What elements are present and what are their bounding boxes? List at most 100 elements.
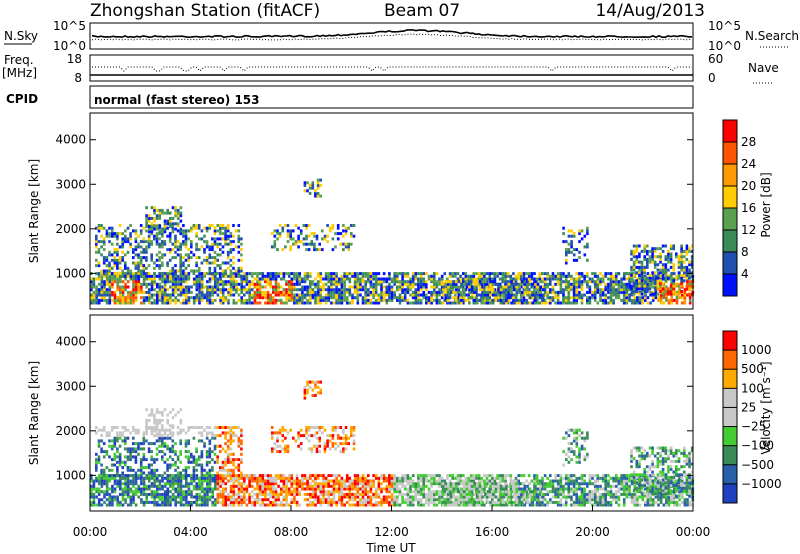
range-cell	[543, 272, 547, 276]
range-cell	[274, 272, 278, 276]
range-cell	[163, 242, 167, 246]
range-cell	[171, 206, 175, 210]
range-cell	[667, 290, 670, 293]
range-cell	[303, 482, 307, 486]
range-cell	[142, 280, 146, 284]
range-cell	[322, 479, 325, 483]
range-cell	[276, 229, 279, 233]
range-cell	[454, 290, 457, 294]
range-cell	[129, 224, 132, 227]
range-cell	[580, 298, 584, 302]
range-cell	[607, 301, 610, 305]
range-cell	[353, 272, 357, 276]
range-cell	[319, 288, 323, 292]
range-cell	[685, 249, 689, 253]
range-cell	[630, 301, 634, 305]
range-cell	[285, 479, 288, 483]
range-cell	[200, 282, 204, 286]
range-cell	[174, 274, 177, 278]
range-cell	[356, 500, 360, 504]
range-cell	[396, 476, 399, 480]
range-cell	[411, 474, 415, 478]
range-cell	[169, 482, 172, 486]
range-cell	[488, 492, 491, 496]
range-cell	[274, 498, 278, 502]
range-cell	[261, 487, 265, 491]
range-cell	[565, 240, 568, 244]
range-cell	[578, 250, 581, 254]
range-cell	[559, 274, 563, 278]
range-cell	[105, 234, 109, 238]
range-cell	[134, 296, 138, 300]
range-cell	[504, 474, 507, 478]
range-cell	[245, 290, 249, 294]
range-cell	[211, 301, 214, 305]
range-cell	[224, 274, 228, 278]
range-cell	[632, 292, 636, 296]
range-cell	[593, 282, 597, 286]
range-cell	[467, 277, 470, 281]
range-cell	[177, 479, 180, 483]
range-cell	[211, 495, 214, 499]
range-cell	[322, 285, 325, 289]
range-cell	[361, 479, 365, 483]
range-cell	[447, 296, 450, 300]
range-cell	[176, 253, 180, 257]
range-cell	[385, 293, 389, 297]
range-cell	[134, 479, 138, 483]
range-cell	[338, 474, 341, 478]
range-cell	[229, 269, 233, 273]
range-cell	[185, 301, 188, 305]
range-cell	[318, 248, 321, 252]
range-cell	[232, 487, 236, 491]
range-cell	[359, 280, 362, 284]
range-cell	[137, 264, 140, 268]
range-cell	[342, 234, 345, 238]
range-cell	[527, 272, 531, 276]
range-cell	[237, 503, 241, 507]
range-cell	[520, 503, 523, 507]
range-cell	[92, 293, 96, 297]
range-cell	[150, 474, 154, 478]
range-cell	[483, 479, 486, 483]
range-cell	[150, 277, 154, 281]
range-cell	[403, 280, 407, 284]
range-cell	[430, 285, 433, 289]
range-cell	[451, 288, 454, 292]
range-cell	[113, 250, 117, 254]
range-cell	[258, 474, 262, 478]
range-cell	[541, 479, 544, 483]
range-cell	[137, 261, 140, 265]
range-cell	[438, 282, 441, 286]
range-cell	[454, 296, 458, 300]
range-cell	[301, 285, 304, 289]
range-cell	[422, 476, 425, 480]
range-cell	[382, 298, 386, 302]
range-cell	[184, 253, 188, 257]
range-cell	[476, 282, 479, 286]
range-cell	[139, 229, 143, 233]
range-cell	[353, 482, 357, 486]
range-cell	[690, 265, 694, 269]
range-cell	[234, 274, 238, 278]
range-cell	[258, 288, 262, 292]
range-cell	[232, 293, 236, 297]
range-cell	[121, 232, 124, 236]
range-cell	[182, 495, 185, 499]
range-cell	[685, 265, 689, 269]
range-cell	[520, 296, 523, 300]
range-cell	[243, 277, 246, 281]
range-cell	[226, 256, 230, 260]
range-cell	[414, 277, 418, 281]
range-cell	[488, 490, 491, 494]
range-cell	[324, 282, 328, 286]
range-cell	[327, 500, 330, 504]
range-cell	[425, 293, 428, 297]
range-cell	[235, 476, 238, 480]
range-cell	[580, 282, 584, 286]
range-cell	[216, 224, 219, 227]
range-cell	[208, 484, 212, 488]
range-cell	[323, 237, 327, 241]
range-cell	[169, 211, 172, 215]
range-cell	[103, 495, 106, 499]
